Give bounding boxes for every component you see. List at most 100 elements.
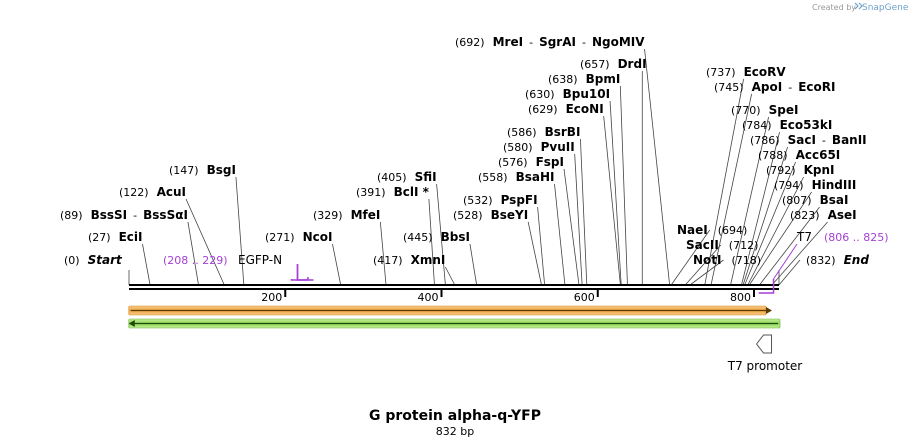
- primer-arrow: [758, 279, 775, 294]
- dna-backbone: [129, 284, 779, 290]
- site-position: (786): [750, 134, 780, 147]
- enzyme-name: AseI: [828, 208, 857, 222]
- site-label: (27) EciI: [88, 230, 142, 244]
- enzyme-name: BseYI: [491, 208, 529, 222]
- site-connector: [704, 78, 744, 286]
- name-separator: -: [133, 209, 137, 222]
- site-connector: [142, 243, 151, 286]
- enzyme-name: SpeI: [769, 103, 799, 117]
- site-label: (823) AseI: [790, 208, 857, 222]
- site-label: (630) Bpu10I: [525, 87, 610, 101]
- site-position: (576): [498, 156, 528, 169]
- enzyme-name: PvuII: [541, 140, 575, 154]
- site-label: (770) SpeI: [731, 103, 798, 117]
- site-connector: [670, 229, 711, 286]
- enzyme-name: PspFI: [501, 193, 538, 207]
- site-connector: [563, 168, 580, 286]
- site-label: (417) XmnI: [373, 253, 445, 267]
- site-position: (586): [507, 126, 537, 139]
- site-label: (786) SacI - BanII: [750, 133, 867, 147]
- site-label: (391) BclI *: [356, 185, 430, 199]
- site-label: (794) HindIII: [774, 178, 856, 192]
- site-label: (532) PspFI: [463, 193, 538, 207]
- site-label: NotI (718): [693, 253, 761, 267]
- site-connector: [554, 183, 566, 286]
- snapgene-logo-icon: [854, 2, 863, 10]
- site-label: SacII (712): [686, 238, 758, 252]
- site-position: (692): [455, 36, 485, 49]
- site-connector: [436, 183, 446, 286]
- enzyme-name: NotI: [693, 253, 722, 267]
- site-position: (792): [766, 164, 796, 177]
- enzyme-name: Start: [88, 253, 123, 267]
- site-position: (823): [790, 209, 820, 222]
- site-label: (580) PvuII: [503, 140, 575, 154]
- sequence-length: 832 bp: [436, 425, 474, 438]
- enzyme-name: BsgI: [207, 163, 236, 177]
- enzyme-name: Eco53kI: [780, 118, 833, 132]
- site-connector: [603, 115, 621, 286]
- name-separator: -: [822, 134, 826, 147]
- site-connector: [185, 198, 225, 286]
- site-label: (586) BsrBI: [507, 125, 580, 139]
- site-position: (629): [528, 103, 558, 116]
- site-connector: [684, 244, 722, 286]
- sequence-title: G protein alpha-q-YFP: [369, 408, 541, 424]
- enzyme-name: SfiI: [415, 170, 437, 184]
- primer-annotations: (208 .. 229) EGFP-N T7 (806 .. 825): [163, 230, 889, 294]
- enzyme-name: BpmI: [586, 72, 621, 86]
- site-label: (629) EcoNI: [528, 102, 604, 116]
- enzyme-name: HindIII: [812, 178, 857, 192]
- site-position: (147): [169, 164, 199, 177]
- enzyme-name: NgoMIV: [592, 35, 645, 49]
- enzyme-name: EcoRI: [798, 80, 835, 94]
- site-position: (807): [782, 194, 812, 207]
- site-position: (712): [729, 239, 759, 252]
- site-connector: [759, 206, 820, 286]
- site-position: (718): [732, 254, 762, 267]
- enzyme-name: BsaHI: [516, 170, 555, 184]
- site-label: (445) BbsI: [403, 230, 470, 244]
- site-position: (794): [774, 179, 804, 192]
- site-connector: [428, 198, 435, 286]
- site-label: NaeI (694): [677, 223, 747, 237]
- site-label: (329) MfeI: [313, 208, 380, 222]
- site-position: (832): [806, 254, 836, 267]
- enzyme-name: XmnI: [411, 253, 446, 267]
- site-connector: [609, 100, 622, 286]
- site-label: (638) BpmI: [548, 72, 620, 86]
- site-position: (580): [503, 141, 533, 154]
- site-position: (558): [478, 171, 508, 184]
- arrow-right-icon: [765, 307, 772, 314]
- site-label: (89) BssSI - BssSαI: [60, 208, 188, 222]
- site-label: (737) EcoRV: [706, 65, 786, 79]
- site-position: (391): [356, 186, 386, 199]
- site-connector: [771, 221, 828, 286]
- site-label: (792) KpnI: [766, 163, 835, 177]
- site-position: (532): [463, 194, 493, 207]
- primer-egfp-n: (208 .. 229) EGFP-N: [163, 253, 314, 281]
- site-connector: [332, 243, 342, 286]
- scale-tick-label: 800: [730, 291, 751, 304]
- name-separator: -: [788, 81, 792, 94]
- site-label: (147) BsgI: [169, 163, 236, 177]
- site-position: (417): [373, 254, 403, 267]
- site-connector: [619, 85, 628, 286]
- site-connector: [744, 161, 796, 286]
- site-position: (0): [64, 254, 80, 267]
- arrow-left-icon: [128, 320, 135, 327]
- enzyme-name: BanII: [832, 133, 867, 147]
- site-label: (788) Acc65I: [758, 148, 840, 162]
- site-connector: [574, 153, 583, 286]
- site-connector: [741, 131, 780, 286]
- site-position: (528): [453, 209, 483, 222]
- site-connector: [689, 259, 724, 286]
- site-connector: [710, 93, 752, 286]
- site-connector: [445, 266, 456, 286]
- site-position: (122): [119, 186, 149, 199]
- enzyme-name: AcuI: [157, 185, 186, 199]
- site-position: (271): [265, 231, 295, 244]
- primer-range: (806 .. 825): [824, 231, 889, 244]
- enzyme-name: EcoNI: [566, 102, 604, 116]
